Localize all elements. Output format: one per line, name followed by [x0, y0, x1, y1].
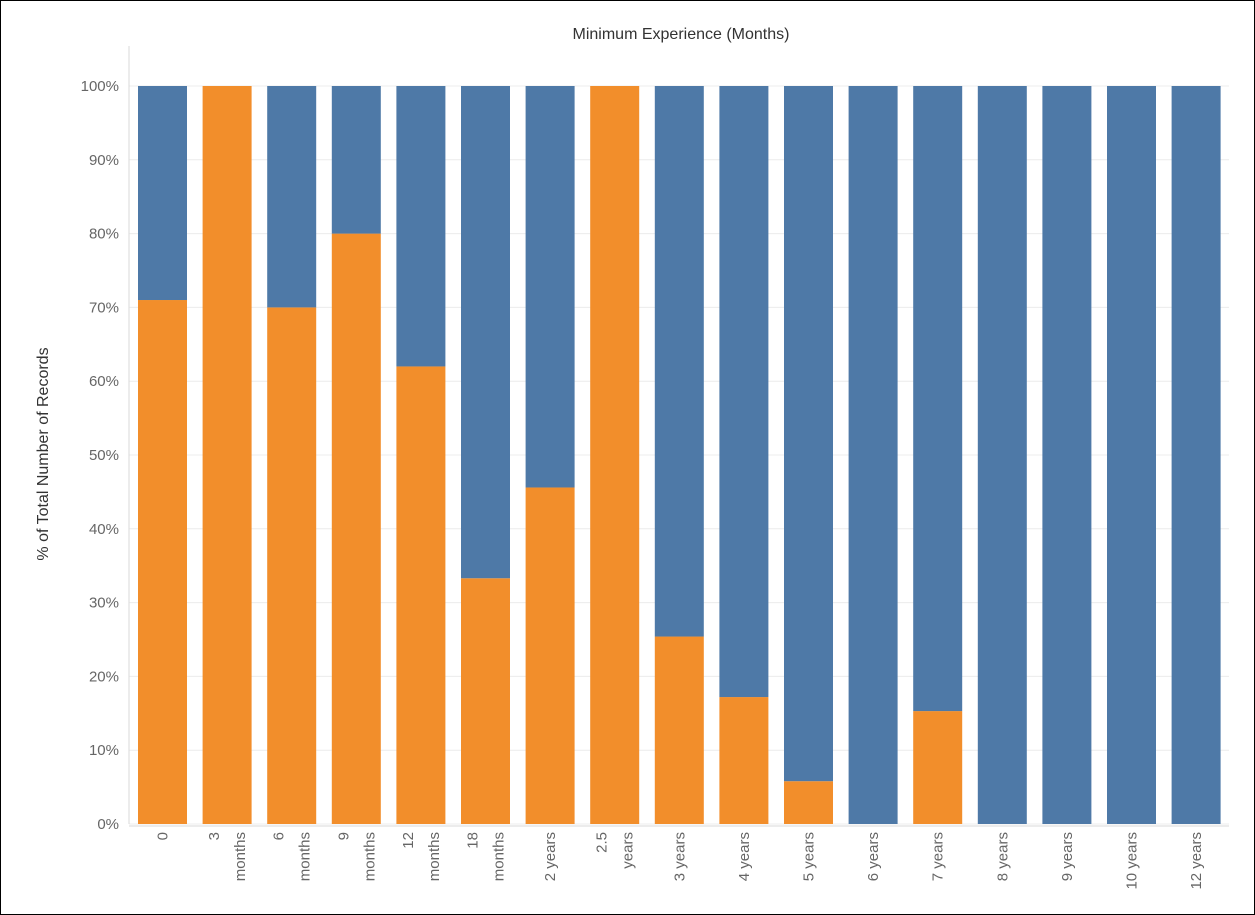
bar-segment-orange [913, 711, 963, 824]
y-tick-label: 100% [81, 78, 119, 95]
bar-segment-orange [138, 300, 187, 824]
bar-segment-blue [719, 86, 769, 698]
bar-segment-orange [331, 233, 381, 825]
y-tick-label: 60% [89, 373, 119, 390]
chart-title: Minimum Experience (Months) [573, 26, 790, 43]
bars [138, 86, 1221, 825]
x-tick-label: months [361, 832, 378, 881]
bar-segment-blue [848, 86, 898, 824]
bar-segment-blue [1107, 86, 1156, 824]
y-tick-label: 10% [89, 742, 119, 759]
y-tick-label: 40% [89, 521, 119, 538]
x-tick-label: 2.5 [594, 832, 611, 853]
x-tick-label: months [426, 832, 443, 881]
bar-segment-orange [784, 781, 833, 824]
bar-segment-blue [331, 86, 381, 234]
y-tick-label: 90% [89, 152, 119, 169]
bar-segment-orange [202, 86, 252, 824]
y-tick-label: 50% [89, 447, 119, 464]
y-axis-ticks: 0% 10% 20% 30% 40% 50% 60% 70% 80% 90% 100% [81, 78, 119, 833]
bar-segment-orange [719, 697, 769, 824]
bar-segment-orange [461, 578, 510, 824]
bar-segment-orange [654, 636, 704, 824]
x-tick-label: 12 [400, 832, 417, 849]
bar-segment-orange [267, 307, 317, 824]
x-tick-label: months [491, 832, 508, 881]
bar-segment-blue [267, 86, 317, 308]
bar-segment-orange [590, 86, 640, 824]
x-tick-label: 8 years [994, 832, 1011, 881]
x-tick-label: 3 [206, 832, 223, 840]
y-tick-label: 80% [89, 226, 119, 243]
bar-segment-blue [525, 86, 575, 488]
y-tick-label: 20% [89, 668, 119, 685]
bar-segment-blue [654, 86, 704, 637]
bar-segment-blue [784, 86, 833, 782]
x-tick-label: 6 years [865, 832, 882, 881]
bar-segment-blue [977, 86, 1027, 824]
x-tick-label: years [620, 832, 637, 869]
bar-segment-blue [138, 86, 187, 301]
y-tick-label: 30% [89, 595, 119, 612]
bar-segment-blue [461, 86, 510, 579]
x-tick-label: 9 years [1059, 832, 1076, 881]
x-tick-label: 2 years [542, 832, 559, 881]
x-axis-ticks: 0 3 months 6 months 9 months 12 months 18 months 2 … [155, 832, 1206, 890]
bar-segment-blue [396, 86, 446, 367]
y-tick-label: 70% [89, 299, 119, 316]
bar-segment-orange [525, 487, 575, 824]
bar-segment-orange [396, 366, 446, 824]
x-tick-label: 7 years [930, 832, 947, 881]
x-tick-label: 12 years [1188, 832, 1205, 890]
x-tick-label: months [232, 832, 249, 881]
x-tick-label: months [297, 832, 314, 881]
x-tick-label: 9 [335, 832, 352, 840]
x-tick-label: 4 years [736, 832, 753, 881]
y-axis-title: % of Total Number of Records [35, 347, 52, 560]
bar-segment-blue [1042, 86, 1092, 824]
x-tick-label: 5 years [801, 832, 818, 881]
x-tick-label: 18 [465, 832, 482, 849]
y-tick-label: 0% [97, 816, 119, 833]
x-tick-label: 0 [155, 832, 172, 840]
x-tick-label: 10 years [1124, 832, 1141, 890]
x-tick-label: 3 years [671, 832, 688, 881]
bar-segment-blue [913, 86, 963, 712]
x-tick-label: 6 [271, 832, 288, 840]
bar-segment-blue [1171, 86, 1221, 824]
